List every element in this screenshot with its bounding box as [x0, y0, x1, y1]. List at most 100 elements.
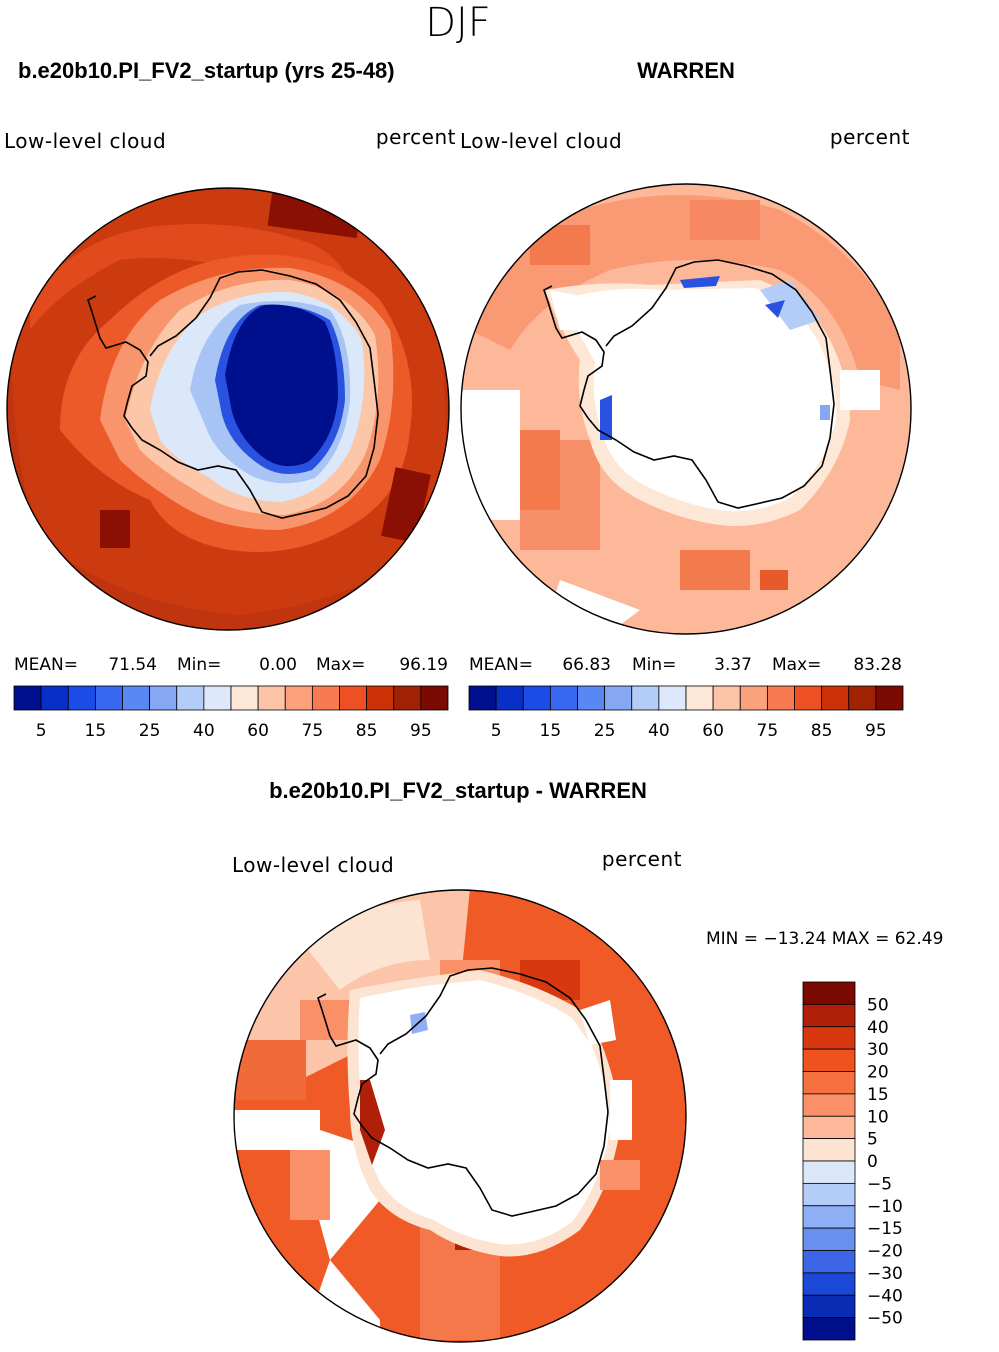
panel1-colorbar-swatch	[420, 685, 449, 711]
panel2-colorbar-tick-label: 25	[594, 721, 616, 741]
difference-colorbar-swatch	[802, 1317, 856, 1341]
difference-colorbar-swatch	[802, 981, 856, 1005]
panel1-max-value: 96.19	[399, 655, 448, 675]
difference-colorbar-swatch	[802, 1182, 856, 1207]
difference-colorbar-tick-label: −15	[867, 1219, 903, 1239]
panel2-colorbar-tick-label: 5	[491, 721, 502, 741]
panel2-colorbar-swatch	[875, 685, 904, 711]
panel2-colorbar-tick-label: 85	[811, 721, 833, 741]
panel1-colorbar-tick-label: 40	[193, 721, 215, 741]
panel2-units-label: percent	[830, 125, 910, 149]
panel2-colorbar-tick-label: 95	[865, 721, 887, 741]
panel2-colorbar-tick-label: 75	[757, 721, 779, 741]
season-title: DJF	[425, 0, 491, 46]
panel1-colorbar-swatch	[284, 685, 313, 711]
panel1-colorbar-tick-label: 5	[36, 721, 47, 741]
diff-minmax: MIN = −13.24 MAX = 62.49	[706, 929, 943, 949]
difference-colorbar-tick-label: −20	[867, 1242, 903, 1262]
difference-colorbar-swatch	[802, 1093, 856, 1117]
panel1-colorbar-swatch	[393, 685, 422, 711]
panel2-colorbar-swatch	[658, 685, 687, 711]
panel1-colorbar-swatch	[366, 685, 395, 711]
panel1-colorbar-tick-label: 85	[356, 721, 378, 741]
difference-colorbar-swatch	[802, 1227, 856, 1251]
warren-cloud-map	[461, 184, 911, 634]
panel1-colorbar-swatch	[311, 685, 340, 711]
difference-colorbar-tick-label: 5	[867, 1130, 878, 1150]
panel2-mean-value: 66.83	[562, 655, 611, 675]
panel2-colorbar-swatch	[848, 685, 877, 711]
warren-map-border	[460, 183, 912, 635]
difference-colorbar-tick-label: 30	[867, 1040, 889, 1060]
panel1-colorbar: 5 15 25 40 60 75 85 95	[13, 685, 449, 741]
difference-coastline	[317, 967, 609, 1217]
panel1-variable-label: Low-level cloud	[4, 129, 166, 153]
panel1-colorbar-tick-label: 75	[302, 721, 324, 741]
panel2-colorbar-swatch	[549, 685, 578, 711]
difference-colorbar-swatch	[802, 1250, 856, 1274]
panel1-colorbar-swatch	[257, 685, 286, 711]
panel2-colorbar-swatch	[604, 685, 633, 711]
difference-colorbar-swatch	[802, 1048, 856, 1072]
panel1-min-label: Min=	[177, 655, 221, 675]
panel2-colorbar-tick-label: 40	[648, 721, 670, 741]
difference-colorbar-tick-label: 15	[867, 1085, 889, 1105]
difference-colorbar-swatch	[802, 1115, 856, 1140]
difference-colorbar-swatch	[802, 1294, 856, 1319]
panel2-colorbar-swatch	[631, 685, 660, 711]
panel2-colorbar-swatch	[495, 685, 524, 711]
panel1-colorbar-tick-label: 15	[85, 721, 107, 741]
model-coastline	[87, 269, 379, 519]
panel1-mean-label: MEAN=	[14, 655, 78, 675]
panel2-colorbar-tick-label: 15	[540, 721, 562, 741]
difference-colorbar-tick-label: −10	[867, 1197, 903, 1217]
panel1-title: b.e20b10.PI_FV2_startup (yrs 25-48)	[18, 58, 395, 83]
diff-title: b.e20b10.PI_FV2_startup - WARREN	[269, 778, 647, 803]
panel2-title: WARREN	[637, 58, 735, 83]
difference-colorbar-swatch	[802, 1003, 856, 1028]
panel1-colorbar-swatch	[94, 685, 123, 711]
panel1-colorbar-swatch	[122, 685, 151, 711]
panel1-colorbar-swatch	[339, 685, 368, 711]
difference-colorbar-tick-label: 20	[867, 1063, 889, 1083]
difference-colorbar-swatch	[802, 1026, 856, 1050]
diff-variable-label: Low-level cloud	[232, 853, 394, 877]
panel1-colorbar-swatch	[40, 685, 69, 711]
difference-colorbar-swatch	[802, 1071, 856, 1095]
panel2-colorbar-swatch	[766, 685, 795, 711]
panel1-colorbar-swatch	[176, 685, 205, 711]
panel1-colorbar-swatch	[203, 685, 232, 711]
difference-colorbar-tick-label: 40	[867, 1018, 889, 1038]
panel2-colorbar-swatch	[522, 685, 551, 711]
panel2-colorbar-swatch	[794, 685, 823, 711]
difference-colorbar-tick-label: 50	[867, 995, 889, 1015]
panel1-colorbar-swatch	[67, 685, 96, 711]
panel2-colorbar-swatch	[712, 685, 741, 711]
difference-colorbar-swatch	[802, 1138, 856, 1162]
difference-colorbar-tick-label: −30	[867, 1264, 903, 1284]
warren-coastline	[543, 259, 835, 509]
difference-colorbar-tick-label: −40	[867, 1286, 903, 1306]
difference-colorbar-swatch	[802, 1160, 856, 1184]
panel1-colorbar-tick-label: 60	[247, 721, 269, 741]
panel2-colorbar-swatch	[577, 685, 606, 711]
panel2-mean-label: MEAN=	[469, 655, 533, 675]
model-cloud-map	[7, 188, 449, 630]
panel1-colorbar-tick-label: 95	[410, 721, 432, 741]
panel1-mean-value: 71.54	[108, 655, 157, 675]
difference-colorbar-tick-label: −50	[867, 1309, 903, 1329]
difference-colorbar-tick-label: 0	[867, 1152, 878, 1172]
panel1-min-value: 0.00	[259, 655, 297, 675]
panel2-variable-label: Low-level cloud	[460, 129, 622, 153]
panel2-colorbar: 5 15 25 40 60 75 85 95	[468, 685, 904, 741]
panel2-colorbar-tick-label: 60	[702, 721, 724, 741]
diff-units-label: percent	[602, 847, 682, 871]
panel2-max-value: 83.28	[853, 655, 902, 675]
difference-colorbar-tick-label: −5	[867, 1174, 892, 1194]
panel1-units-label: percent	[376, 125, 456, 149]
panel2-colorbar-swatch	[685, 685, 714, 711]
difference-cloud-map	[234, 890, 686, 1342]
panel1-colorbar-tick-label: 25	[139, 721, 161, 741]
